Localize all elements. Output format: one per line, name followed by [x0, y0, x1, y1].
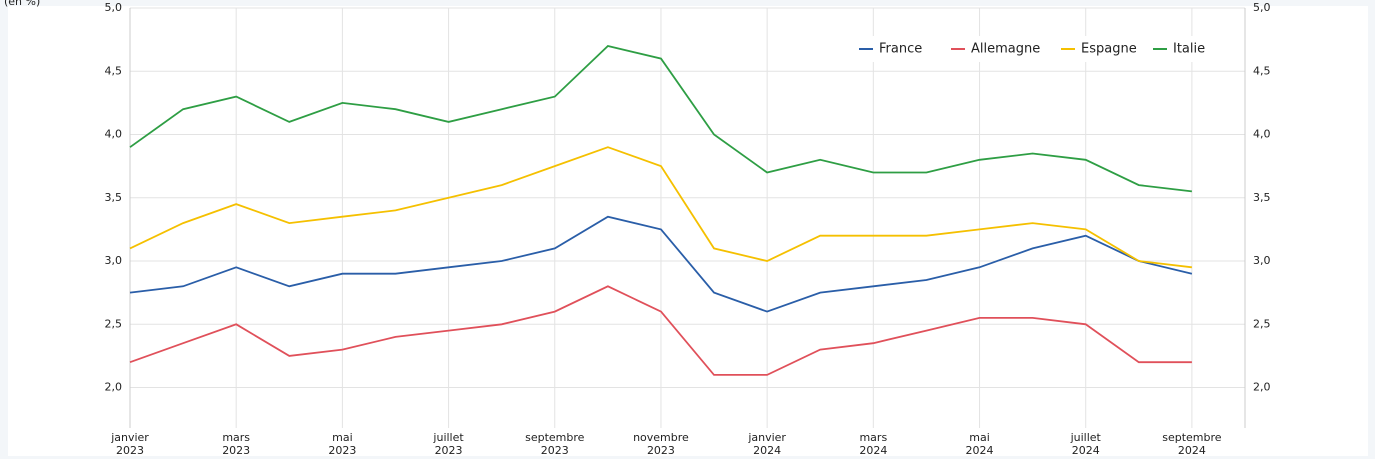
legend-label: France — [879, 42, 922, 57]
y2-tick-label: 4,0 — [1253, 128, 1271, 141]
series-line — [129, 215, 1193, 313]
y-tick-label: 5,0 — [105, 1, 123, 14]
x-tick-label: 2024 — [1072, 444, 1100, 457]
x-tick-label: 2023 — [647, 444, 675, 457]
series-line — [129, 285, 1192, 376]
y2-tick-label: 2,0 — [1253, 381, 1271, 394]
x-tick-label: novembre — [633, 431, 689, 444]
series-line — [129, 45, 1193, 193]
x-tick-label: 2023 — [541, 444, 569, 457]
x-tick-label: 2023 — [328, 444, 356, 457]
x-tick-label: mars — [859, 431, 887, 444]
series-line — [129, 146, 1193, 269]
y-tick-label: 2,5 — [105, 317, 123, 330]
x-tick-label: septembre — [525, 431, 585, 444]
y-tick-label: 4,0 — [105, 128, 123, 141]
x-tick-label: mai — [332, 431, 353, 444]
legend-label: Espagne — [1081, 42, 1137, 57]
x-tick-label: 2024 — [753, 444, 781, 457]
x-tick-label: septembre — [1162, 431, 1222, 444]
x-tick-label: mai — [969, 431, 990, 444]
y2-tick-label: 5,0 — [1253, 1, 1271, 14]
y-tick-label: 3,0 — [105, 254, 123, 267]
x-tick-label: 2023 — [435, 444, 463, 457]
x-tick-label: 2024 — [1178, 444, 1206, 457]
x-tick-label: 2023 — [116, 444, 144, 457]
y2-tick-label: 3,5 — [1253, 191, 1271, 204]
y2-tick-label: 2,5 — [1253, 317, 1271, 330]
y-tick-label: 2,0 — [105, 381, 123, 394]
x-tick-label: mars — [222, 431, 250, 444]
x-tick-label: 2024 — [966, 444, 994, 457]
legend-label: Allemagne — [971, 42, 1040, 57]
y2-tick-label: 4,5 — [1253, 64, 1271, 77]
y-tick-label: 4,5 — [105, 64, 123, 77]
y2-tick-label: 3,0 — [1253, 254, 1271, 267]
legend-label: Italie — [1173, 42, 1205, 57]
chart-background — [8, 6, 1368, 456]
x-tick-label: juillet — [432, 431, 464, 444]
x-tick-label: 2023 — [222, 444, 250, 457]
x-tick-label: janvier — [747, 431, 786, 444]
y-tick-label: 3,5 — [105, 191, 123, 204]
x-tick-label: 2024 — [859, 444, 887, 457]
x-tick-label: juillet — [1070, 431, 1102, 444]
x-tick-label: janvier — [110, 431, 149, 444]
y-axis-label: (en %) — [4, 0, 40, 8]
